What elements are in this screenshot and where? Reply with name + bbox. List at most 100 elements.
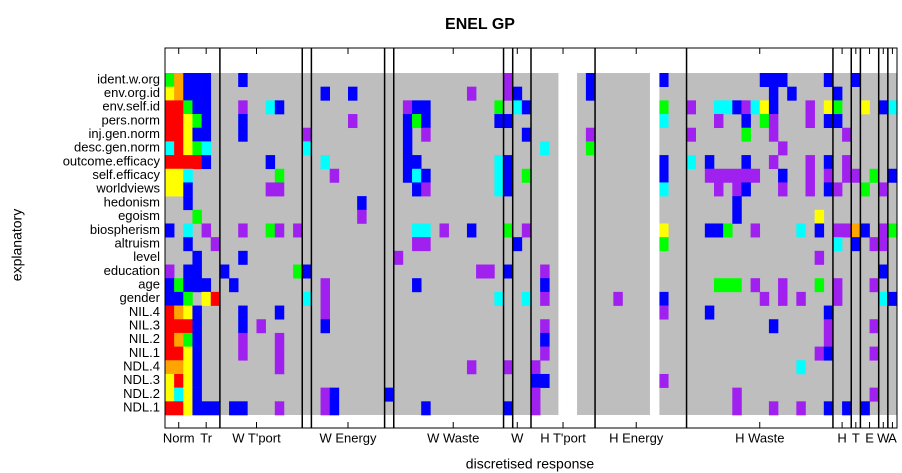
cell — [659, 155, 669, 170]
cell — [183, 346, 193, 361]
cell — [540, 332, 550, 347]
cell — [165, 360, 175, 375]
cell — [814, 223, 825, 238]
cell — [741, 168, 751, 183]
cell — [238, 223, 248, 238]
cell — [842, 127, 852, 142]
x-axis-label: discretised response — [466, 456, 595, 472]
x-tick-label: W Waste — [427, 430, 479, 445]
cell — [741, 155, 751, 170]
cell — [503, 223, 513, 238]
cell — [887, 223, 898, 238]
y-tick-label: altruism — [114, 235, 160, 250]
cell — [412, 168, 422, 183]
cell — [320, 291, 330, 306]
cell — [192, 73, 202, 87]
cell — [613, 291, 623, 306]
cell — [823, 168, 834, 183]
cell — [805, 155, 815, 170]
cell — [183, 127, 193, 142]
cell — [741, 127, 751, 142]
cell — [192, 155, 202, 170]
cell — [466, 360, 477, 375]
cell — [192, 114, 202, 129]
cell — [192, 100, 202, 115]
cell — [421, 237, 431, 252]
y-tick-label: gender — [120, 290, 161, 305]
cell — [768, 155, 779, 170]
cell — [540, 346, 550, 361]
cell — [183, 264, 193, 279]
cell — [832, 291, 843, 306]
cell — [412, 155, 422, 170]
cell — [201, 223, 212, 238]
cell — [274, 223, 285, 238]
cell — [832, 237, 843, 252]
cell — [165, 182, 175, 197]
cell — [759, 73, 770, 87]
cell — [842, 223, 852, 238]
cell — [329, 387, 340, 402]
cell — [659, 114, 669, 129]
cell — [741, 100, 751, 115]
cell — [357, 209, 367, 224]
cell — [787, 86, 797, 101]
cell — [183, 373, 193, 388]
cell — [174, 291, 184, 306]
cell — [869, 319, 879, 334]
cell — [210, 291, 221, 306]
cell — [659, 73, 669, 87]
cell — [842, 155, 852, 170]
cell — [860, 401, 870, 416]
cell — [814, 250, 825, 265]
cell — [531, 360, 541, 375]
cell — [165, 86, 175, 101]
cell — [192, 278, 202, 293]
cell — [439, 223, 449, 238]
cell — [531, 401, 541, 416]
cell — [860, 100, 870, 115]
cell — [778, 141, 788, 156]
cell — [357, 196, 367, 211]
cell — [832, 100, 843, 115]
cell — [750, 223, 761, 238]
cell — [302, 264, 312, 279]
cell — [585, 141, 596, 156]
cell — [192, 360, 202, 375]
cell — [174, 373, 184, 388]
cell — [183, 155, 193, 170]
cell — [274, 401, 285, 416]
cell — [421, 223, 431, 238]
y-tick-label: egoism — [118, 208, 160, 223]
cell — [238, 305, 248, 320]
cell — [887, 291, 898, 306]
cell — [503, 168, 513, 183]
cell — [165, 223, 175, 238]
cell — [329, 168, 340, 183]
cell — [238, 319, 248, 334]
cell — [869, 168, 879, 183]
cell — [521, 223, 532, 238]
cell — [723, 278, 733, 293]
cell — [165, 387, 175, 402]
chart-title: ENEL GP — [445, 16, 515, 33]
cell — [320, 305, 330, 320]
y-tick-label: NIL.2 — [129, 331, 160, 346]
cell — [274, 332, 285, 347]
y-tick-label: desc.gen.norm — [74, 140, 160, 155]
cell — [165, 278, 175, 293]
cell — [476, 264, 486, 279]
cell — [768, 86, 779, 101]
cell — [412, 182, 422, 197]
cell — [686, 155, 696, 170]
cell — [265, 100, 276, 115]
cell — [768, 127, 779, 142]
cell — [201, 100, 212, 115]
cell — [887, 100, 898, 115]
cell — [805, 168, 815, 183]
cell — [732, 387, 742, 402]
cell — [183, 237, 193, 252]
cell — [174, 182, 184, 197]
cell — [412, 278, 422, 293]
cell — [832, 278, 843, 293]
